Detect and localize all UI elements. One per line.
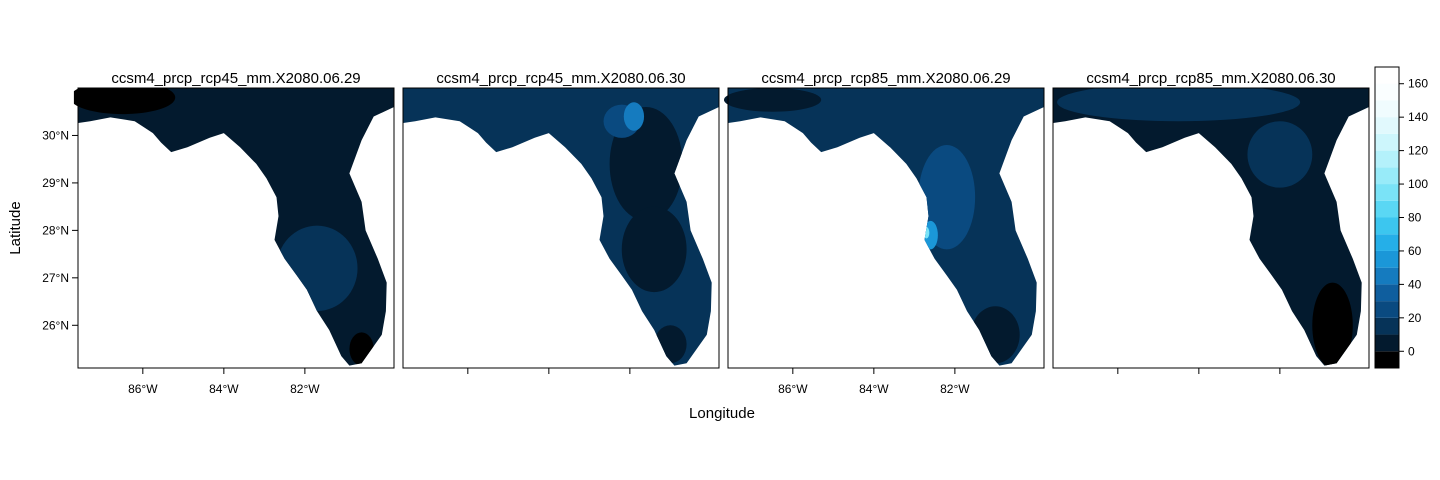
colorbar-tick-label: 120	[1408, 144, 1428, 158]
colorbar-bin	[1375, 100, 1399, 118]
colorbar-bin	[1375, 334, 1399, 352]
panel-border	[402, 87, 720, 369]
colorbar-bin	[1375, 351, 1399, 368]
colorbar-bin	[1375, 184, 1399, 201]
panel-1: ccsm4_prcp_rcp45_mm.X2080.06.29 86°W 84°W 8…	[42, 70, 395, 396]
colorbar-tick-label: 60	[1408, 244, 1422, 258]
y-tick-label: 26°N	[42, 318, 69, 332]
precip-region	[1057, 88, 1301, 122]
panel-border	[1052, 87, 1370, 369]
precip-region	[73, 88, 176, 115]
colorbar-tick-label: 100	[1408, 177, 1428, 191]
y-tick-label: 28°N	[42, 223, 69, 237]
colorbar-bin	[1375, 133, 1399, 151]
precip-region	[1312, 282, 1353, 366]
panel-title: ccsm4_prcp_rcp45_mm.X2080.06.30	[436, 70, 685, 87]
panel-title: ccsm4_prcp_rcp45_mm.X2080.06.29	[111, 70, 360, 87]
panel-2: ccsm4_prcp_rcp45_mm.X2080.06.30	[402, 70, 720, 374]
precip-region	[1247, 121, 1313, 188]
colorbar-bin	[1375, 67, 1399, 84]
panel-4: ccsm4_prcp_rcp85_mm.X2080.06.30	[1052, 70, 1370, 374]
colorbar-bin	[1375, 250, 1399, 268]
colorbar-bin	[1375, 317, 1399, 335]
precip-region	[621, 206, 687, 293]
colorbar-tick-label: 160	[1408, 77, 1428, 91]
panel-border	[727, 87, 1045, 369]
colorbar-tick-label: 40	[1408, 277, 1422, 291]
x-tick-label: 82°W	[940, 382, 970, 396]
x-tick-label: 84°W	[859, 382, 889, 396]
precip-region	[723, 88, 822, 112]
panel-title: ccsm4_prcp_rcp85_mm.X2080.06.30	[1086, 70, 1335, 87]
x-tick-label: 84°W	[209, 382, 239, 396]
colorbar: 0 20 40 60 80 100 120 140 160	[1374, 66, 1428, 369]
x-tick-label: 86°W	[778, 382, 808, 396]
colorbar-bin	[1375, 83, 1399, 101]
x-tick-label: 86°W	[128, 382, 158, 396]
colorbar-bin	[1375, 267, 1399, 285]
panel-3: ccsm4_prcp_rcp85_mm.X2080.06.29 86°W 84°W 8…	[723, 70, 1045, 396]
colorbar-bin	[1375, 284, 1399, 302]
colorbar-bin	[1375, 167, 1399, 185]
panel-border	[77, 87, 395, 369]
y-tick-label: 30°N	[42, 128, 69, 142]
colorbar-bin	[1375, 301, 1399, 318]
y-axis-label: Latitude	[7, 201, 24, 254]
colorbar-tick-label: 80	[1408, 211, 1422, 225]
panels-group: ccsm4_prcp_rcp45_mm.X2080.06.29 86°W 84°W 8…	[42, 70, 1370, 396]
panel-title: ccsm4_prcp_rcp85_mm.X2080.06.29	[761, 70, 1010, 87]
colorbar-bin	[1375, 234, 1399, 251]
y-tick-label: 27°N	[42, 271, 69, 285]
x-axis-label: Longitude	[689, 405, 755, 422]
x-tick-label: 82°W	[290, 382, 320, 396]
colorbar-bin	[1375, 200, 1399, 218]
precip-region	[623, 102, 645, 131]
colorbar-bin	[1375, 150, 1399, 168]
colorbar-tick-label: 140	[1408, 110, 1428, 124]
y-tick-label: 29°N	[42, 176, 69, 190]
colorbar-tick-label: 20	[1408, 311, 1422, 325]
colorbar-tick-label: 0	[1408, 344, 1415, 358]
colorbar-bin	[1375, 117, 1399, 134]
colorbar-bin	[1375, 217, 1399, 235]
